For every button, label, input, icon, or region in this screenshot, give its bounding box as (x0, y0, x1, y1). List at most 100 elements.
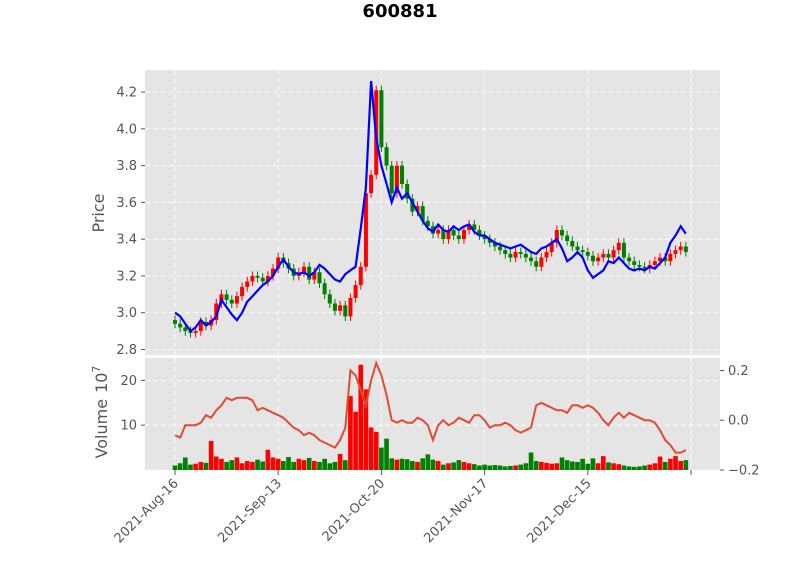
candle-body (482, 235, 487, 240)
candle-body (451, 229, 456, 236)
candle-body (363, 193, 368, 267)
candle-body (652, 261, 657, 265)
candle-body (683, 246, 688, 253)
candle-body (436, 229, 441, 234)
volume-bar (301, 460, 307, 470)
volume-bar (425, 454, 431, 470)
volume-bar (275, 458, 281, 470)
volume-bar (410, 461, 415, 470)
secondary-tick-label: 0.0 (728, 414, 749, 429)
candle-body (415, 206, 420, 212)
candle-body (616, 242, 621, 251)
volume-bar (203, 462, 209, 470)
candle-body (554, 229, 559, 243)
volume-bar (595, 463, 601, 470)
candle-body (539, 257, 544, 267)
volume-bar (379, 447, 384, 470)
candle-body (570, 241, 575, 247)
x-tick-label: 2021-Nov-17 (421, 476, 491, 546)
volume-bar (296, 458, 302, 470)
candle-body (400, 165, 405, 184)
volume-bar (193, 463, 198, 470)
volume-bar (492, 465, 498, 470)
price-tick-label: 4.0 (116, 122, 137, 137)
moving-average-line (174, 80, 687, 333)
volume-bar (281, 461, 286, 470)
candle-body (523, 253, 528, 258)
candle-body (477, 229, 482, 236)
volume-bar (559, 457, 565, 470)
volume-bar (322, 458, 327, 470)
volume-bar (306, 457, 312, 470)
volume-bar (477, 465, 482, 470)
candle-body (322, 283, 327, 295)
candle-body (214, 303, 219, 321)
volume-bar (384, 438, 389, 470)
volume-bar (451, 462, 456, 470)
candle-body (585, 252, 590, 256)
candle-body (425, 220, 430, 227)
candle-body (513, 252, 518, 258)
volume-bar (224, 461, 229, 470)
candle-body (353, 285, 358, 298)
candle-body (240, 286, 245, 297)
volume-bar (172, 465, 178, 470)
price-axis-label: Price (89, 193, 108, 232)
volume-panel-background (145, 358, 720, 470)
volume-bar (348, 396, 353, 470)
volume-bar (270, 457, 276, 470)
volume-bar (606, 462, 611, 470)
volume-bar (513, 465, 518, 470)
volume-bar (683, 460, 689, 470)
volume-bar (415, 461, 420, 470)
candle-body (271, 268, 276, 276)
volume-bar (652, 463, 658, 470)
volume-bar (265, 449, 271, 470)
candle-body (338, 305, 343, 311)
volume-bar (311, 461, 317, 470)
volume-bar (662, 461, 668, 470)
candle-body (678, 246, 683, 251)
volume-bar (678, 461, 684, 470)
candle-body (492, 242, 497, 247)
volume-bar (286, 457, 291, 470)
candle-body (461, 229, 466, 240)
price-panel: 2.8 3.0 3.2 3.4 3.6 3.8 4.0 4.2 Price (89, 70, 720, 358)
candle-body (234, 296, 239, 304)
candle-body (260, 277, 265, 282)
volume-bar (502, 466, 508, 470)
volume-bar (399, 458, 405, 470)
volume-bar (430, 459, 436, 470)
candle-body (394, 165, 399, 194)
secondary-y-ticks: 0.2 0.0 −0.2 (720, 364, 760, 479)
price-tick-label: 2.8 (116, 343, 137, 358)
volume-bar (482, 464, 487, 470)
volume-bar (549, 463, 555, 470)
volume-bar (616, 464, 622, 470)
volume-bar (198, 461, 204, 470)
candle-body (327, 294, 332, 304)
volume-tick-label: 10 (120, 419, 137, 434)
volume-bar (544, 462, 549, 470)
volume-bar (673, 456, 678, 470)
volume-bar (291, 461, 297, 470)
price-tick-label: 3.4 (116, 233, 137, 248)
volume-bar (337, 453, 343, 470)
volume-bar (518, 464, 524, 470)
volume-bar (611, 463, 616, 470)
candle-body (467, 224, 472, 230)
volume-bar (569, 461, 575, 470)
secondary-indicator-line (174, 360, 687, 454)
candle-body (317, 272, 322, 284)
price-tick-label: 4.2 (116, 86, 137, 101)
volume-bar (580, 458, 585, 470)
candle-body (178, 323, 183, 328)
volume-bar (404, 459, 410, 470)
volume-bar (466, 463, 472, 470)
price-tick-label: 3.0 (116, 306, 137, 321)
volume-bar (219, 458, 224, 470)
volume-bar (446, 463, 451, 470)
price-panel-background (145, 70, 720, 355)
volume-bar (435, 461, 441, 470)
candle-body (441, 229, 446, 240)
